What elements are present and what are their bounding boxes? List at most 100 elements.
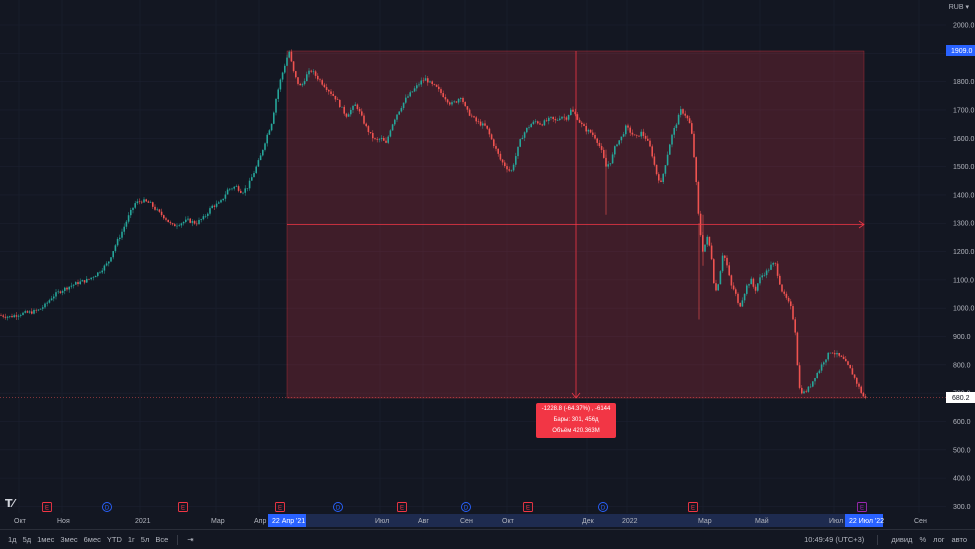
range-1y-button[interactable]: 1г — [127, 535, 135, 544]
candle-body — [200, 219, 202, 220]
earnings-marker-icon[interactable]: E — [523, 502, 533, 512]
candle-body — [750, 278, 752, 285]
candle-body — [517, 146, 519, 157]
candle-body — [374, 138, 376, 139]
range-6m-button[interactable]: 6мес — [83, 535, 101, 544]
candle-body — [185, 219, 187, 222]
candle-body — [728, 265, 730, 276]
candle-body — [55, 292, 57, 297]
candle-body — [574, 111, 576, 115]
candle-body — [688, 118, 691, 124]
candle-body — [858, 383, 860, 387]
percent-toggle[interactable]: % — [919, 535, 927, 544]
candle-body — [284, 65, 286, 73]
candle-body — [242, 192, 244, 194]
earnings-marker-icon[interactable]: E — [397, 502, 407, 512]
candle-body — [383, 137, 385, 141]
candle-body — [530, 124, 532, 128]
measure-crosshair — [287, 51, 865, 399]
candle-body — [257, 160, 260, 167]
candle-body — [92, 277, 95, 278]
candle-body — [341, 106, 343, 108]
candle-body — [268, 130, 271, 135]
candle-body — [178, 225, 180, 226]
candle-body — [198, 219, 200, 225]
range-all-button[interactable]: Все — [155, 535, 169, 544]
candle-body — [532, 121, 535, 125]
start-date-tag: 22 Апр '21 — [268, 514, 306, 527]
candle-body — [220, 200, 222, 203]
candle-body — [59, 291, 62, 293]
candle-body — [350, 109, 352, 115]
candle-body — [435, 84, 438, 87]
candle-body — [739, 302, 741, 307]
grid-lines — [0, 0, 946, 513]
candle-body — [431, 81, 433, 85]
bottom-toolbar: 1д 5д 1мес 3мес 6мес YTD 1г 5л Все ⇥ 10:… — [0, 529, 975, 549]
earnings-marker-icon[interactable]: E — [42, 502, 52, 512]
range-3m-button[interactable]: 3мес — [60, 535, 78, 544]
candle-body — [446, 99, 449, 103]
candle-body — [730, 275, 733, 286]
x-tick-label: Авг — [418, 518, 429, 525]
x-tick-label: Окт — [502, 518, 515, 525]
candle-body — [482, 123, 484, 126]
dividend-marker-icon[interactable]: D — [333, 502, 343, 512]
candle-body — [655, 164, 658, 175]
candle-body — [317, 75, 319, 80]
earnings-marker-icon[interactable]: E — [275, 502, 285, 512]
dividend-marker-icon[interactable]: D — [461, 502, 471, 512]
candle-body — [358, 108, 361, 112]
candle-body — [361, 111, 363, 116]
range-1d-button[interactable]: 1д — [8, 535, 17, 544]
candle-body — [849, 364, 851, 369]
candle-body — [332, 93, 334, 96]
earnings-marker-icon[interactable]: E — [178, 502, 188, 512]
last-price-label: 680.2 — [952, 395, 970, 402]
candle-body — [0, 315, 2, 316]
candle-body — [211, 205, 213, 209]
candle-body — [231, 188, 233, 190]
candle-body — [119, 237, 121, 240]
x-tick-label: Ноя — [57, 518, 70, 525]
tradingview-logo-icon[interactable]: T⁄ — [5, 497, 15, 510]
candle-body — [669, 144, 671, 155]
price-scale[interactable] — [946, 0, 975, 513]
currency-selector[interactable]: RUB ▾ — [948, 4, 969, 11]
candle-body — [611, 154, 614, 164]
candle-body — [160, 211, 163, 216]
candle-body — [385, 140, 387, 143]
candle-body — [207, 213, 209, 216]
range-5d-button[interactable]: 5д — [22, 535, 32, 544]
candle-body — [633, 134, 636, 136]
candle-body — [537, 121, 539, 124]
candle-body — [499, 153, 502, 160]
candle-body — [15, 315, 18, 317]
range-5y-button[interactable]: 5л — [140, 535, 150, 544]
candle-body — [319, 79, 321, 81]
event-marker-letter: E — [278, 506, 282, 512]
earnings-marker-icon[interactable]: E — [688, 502, 698, 512]
y-tick-label: 2000.0 — [953, 23, 975, 30]
go-to-date-icon[interactable]: ⇥ — [187, 535, 194, 544]
candle-body — [792, 306, 794, 320]
earnings-marker-icon[interactable]: E — [857, 502, 867, 512]
candle-body — [279, 79, 282, 90]
candle-body — [112, 251, 114, 258]
dividends-toggle[interactable]: дивид — [891, 535, 913, 544]
range-1m-button[interactable]: 1мес — [37, 535, 55, 544]
range-ytd-button[interactable]: YTD — [106, 535, 122, 544]
candle-body — [647, 138, 649, 141]
price-chart[interactable]: 300.0400.0500.0600.0700.0800.0900.01000.… — [0, 0, 975, 529]
auto-toggle[interactable]: авто — [951, 535, 967, 544]
candle-body — [75, 282, 77, 285]
candle-body — [708, 236, 711, 246]
candle-body — [68, 286, 70, 290]
log-toggle[interactable]: лог — [933, 535, 945, 544]
dividend-marker-icon[interactable]: D — [102, 502, 112, 512]
clock-display[interactable]: 10:49:49 (UTC+3) — [804, 535, 865, 544]
candle-body — [330, 91, 332, 94]
candle-body — [202, 216, 205, 220]
dividend-marker-icon[interactable]: D — [598, 502, 608, 512]
